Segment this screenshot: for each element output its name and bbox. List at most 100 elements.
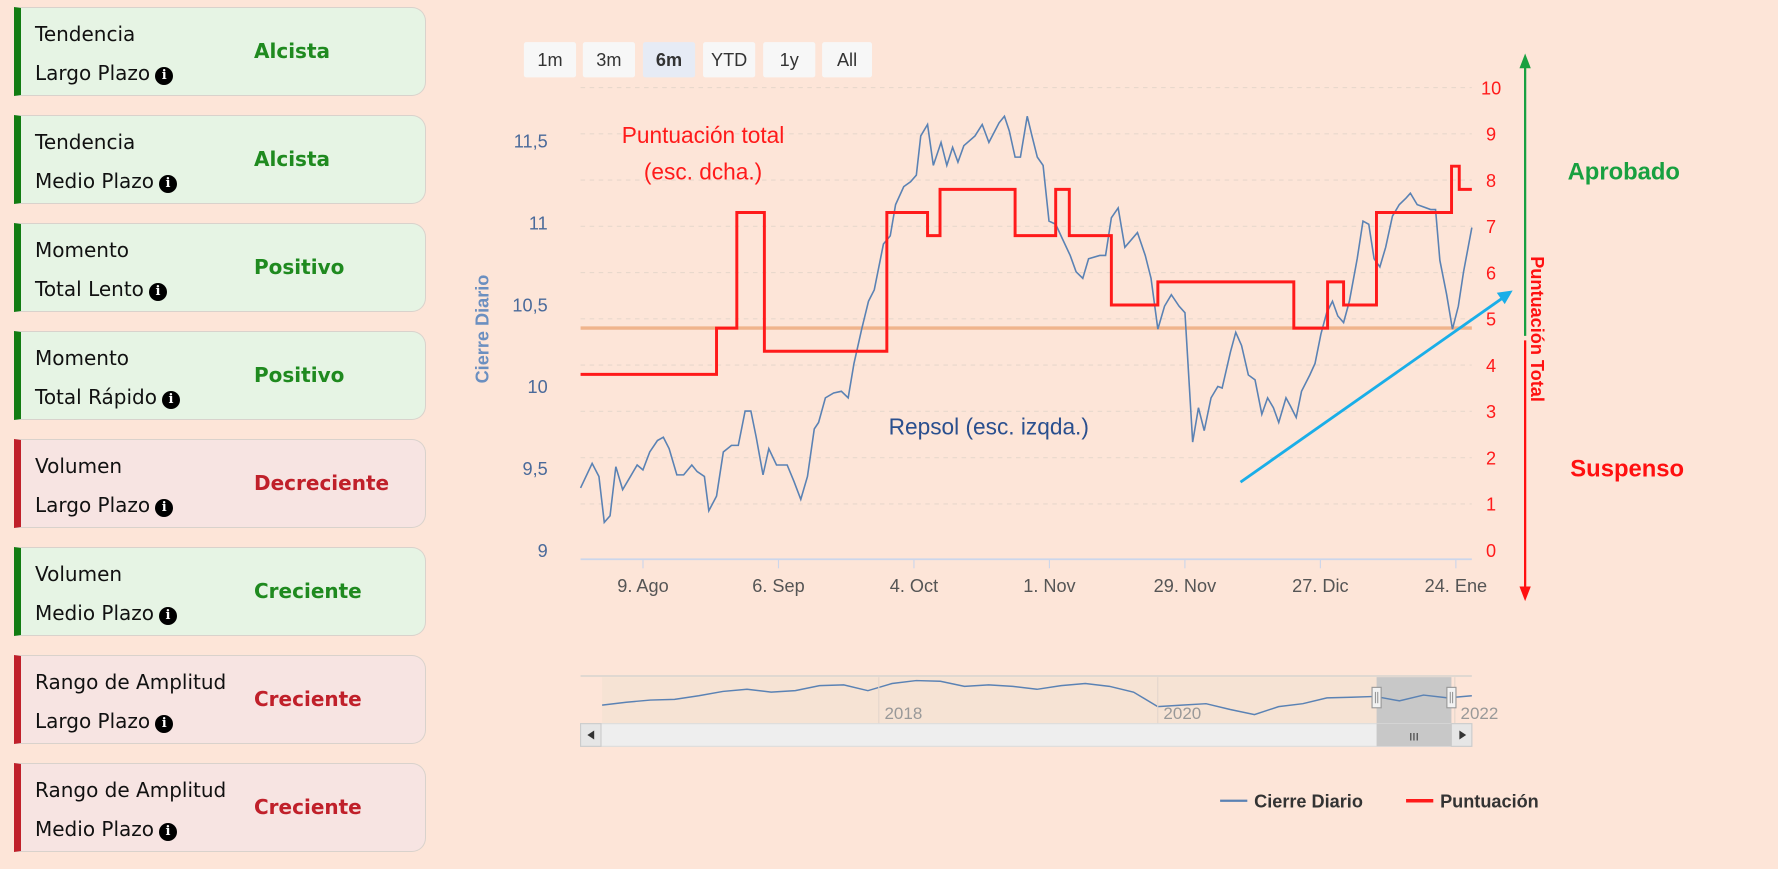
range-button-label: 3m: [596, 50, 621, 70]
right-tick-label: 9: [1486, 125, 1496, 145]
indicator-name-line2: Total Rápido i: [35, 385, 180, 409]
indicator-name-line2: Largo Plazo i: [35, 493, 174, 517]
navigator-series-line: [602, 679, 1472, 716]
x-tick-label: 29. Nov: [1154, 576, 1216, 596]
right-tick-label: 7: [1486, 217, 1496, 237]
indicator-term: Medio Plazo: [35, 817, 155, 841]
range-button-1m[interactable]: 1m: [523, 42, 577, 78]
info-icon[interactable]: i: [159, 607, 178, 625]
right-tick-label: 3: [1486, 402, 1496, 422]
arrow-up-icon: [1519, 53, 1531, 69]
right-tick-label: 8: [1486, 171, 1496, 191]
info-icon[interactable]: i: [155, 67, 174, 85]
navigator-handle[interactable]: [1371, 686, 1382, 709]
handle-grip-icon: [1446, 686, 1457, 709]
score-annotation-title: Puntuación total: [622, 122, 784, 148]
indicator-name-line2: Medio Plazo i: [35, 817, 178, 841]
indicator-card: Tendencia Largo Plazo i Alcista: [14, 7, 426, 96]
indicator-name-line1: Tendencia: [35, 130, 136, 154]
navigator-selected-range[interactable]: [1376, 677, 1452, 724]
arrow-left-icon: [587, 730, 595, 740]
indicator-card: Momento Total Rápido i Positivo: [14, 331, 426, 420]
indicator-name-line2: Medio Plazo i: [35, 601, 178, 625]
indicator-card: Momento Total Lento i Positivo: [14, 223, 426, 312]
range-button-label: 6m: [656, 50, 682, 70]
arrow-right-icon: [1459, 730, 1467, 740]
info-icon[interactable]: i: [159, 823, 178, 841]
x-tick-label: 6. Sep: [752, 576, 804, 596]
score-annotation-subtitle: (esc. dcha.): [644, 158, 762, 184]
right-tick-label: 2: [1486, 448, 1496, 468]
price-series-line: [579, 114, 1473, 525]
legend-score-label: Puntuación: [1440, 792, 1539, 812]
range-button-label: 1m: [537, 50, 562, 70]
range-button-label: 1y: [780, 50, 800, 70]
left-tick-label: 11: [529, 213, 548, 233]
indicator-term: Largo Plazo: [35, 61, 151, 85]
x-tick-label: 27. Dic: [1292, 576, 1348, 596]
navigator-handle[interactable]: [1446, 686, 1457, 709]
info-icon[interactable]: i: [155, 715, 174, 733]
left-tick-label: 9,5: [522, 459, 547, 479]
left-tick-label: 10: [528, 377, 548, 397]
indicator-term: Largo Plazo: [35, 493, 151, 517]
range-button-3m[interactable]: 3m: [582, 42, 635, 78]
navigator[interactable]: 2018 2020 2022: [580, 675, 1499, 724]
indicator-name-line1: Volumen: [35, 454, 123, 478]
range-button-bg: [822, 42, 872, 78]
indicator-value: Positivo: [254, 363, 345, 387]
x-tick-label: 9. Ago: [617, 576, 668, 596]
price-annotation: Repsol (esc. izqda.): [889, 413, 1089, 439]
indicator-name-line1: Volumen: [35, 562, 123, 586]
indicator-name-line1: Momento: [35, 346, 130, 370]
indicator-card: Tendencia Medio Plazo i Alcista: [14, 115, 426, 204]
range-button-bg: [642, 42, 696, 78]
navigator-year-label: 2018: [884, 704, 922, 723]
left-tick-label: 9: [538, 541, 548, 561]
legend: Cierre Diario Puntuación: [1220, 792, 1539, 812]
scrollbar-track[interactable]: [580, 723, 1473, 747]
failed-label: Suspenso: [1570, 455, 1684, 482]
range-button-1y[interactable]: 1y: [763, 42, 816, 78]
indicator-name-line2: Largo Plazo i: [35, 61, 174, 85]
info-icon[interactable]: i: [159, 175, 178, 193]
range-button-ytd[interactable]: YTD: [703, 42, 756, 78]
legend-item-price[interactable]: Cierre Diario: [1220, 792, 1363, 812]
scrollbar[interactable]: III: [580, 723, 1473, 747]
range-button-bg: [523, 42, 577, 78]
info-icon[interactable]: i: [155, 499, 174, 517]
indicator-value: Alcista: [254, 147, 331, 171]
indicator-value: Positivo: [254, 255, 345, 279]
range-button-bg: [703, 42, 756, 78]
indicator-term: Total Lento: [35, 277, 144, 301]
indicator-value: Creciente: [254, 687, 362, 711]
legend-item-score[interactable]: Puntuación: [1406, 792, 1539, 812]
right-axis: 0 1 2 3 4 5 6 7 8 9 10: [1481, 78, 1501, 561]
handle-grip-icon: [1371, 686, 1382, 709]
range-button-label: YTD: [711, 50, 747, 70]
info-icon[interactable]: i: [161, 391, 180, 409]
grip-icon: III: [1409, 732, 1418, 744]
indicator-card: Volumen Medio Plazo i Creciente: [14, 547, 426, 636]
trend-arrow-head-icon: [1496, 290, 1513, 305]
indicator-name-line2: Medio Plazo i: [35, 169, 178, 193]
indicator-name-line2: Largo Plazo i: [35, 709, 174, 733]
info-icon[interactable]: i: [148, 283, 167, 301]
indicator-value: Creciente: [254, 579, 362, 603]
range-button-bg: [763, 42, 816, 78]
navigator-year-label: 2022: [1461, 704, 1499, 723]
scrollbar-thumb[interactable]: [1376, 723, 1452, 747]
x-tick-label: 4. Oct: [890, 576, 938, 596]
left-axis-title: Cierre Diario: [473, 275, 493, 384]
trend-arrow: [1239, 296, 1505, 484]
range-button-label: All: [837, 50, 857, 70]
range-button-all[interactable]: All: [822, 42, 872, 78]
right-tick-label: 1: [1486, 495, 1496, 515]
x-tick-label: 24. Ene: [1425, 576, 1487, 596]
arrow-down-icon: [1519, 586, 1531, 602]
indicator-term: Largo Plazo: [35, 709, 151, 733]
indicator-name-line1: Rango de Amplitud: [35, 670, 227, 694]
indicator-term: Total Rápido: [35, 385, 157, 409]
range-button-6m[interactable]: 6m: [642, 42, 696, 78]
